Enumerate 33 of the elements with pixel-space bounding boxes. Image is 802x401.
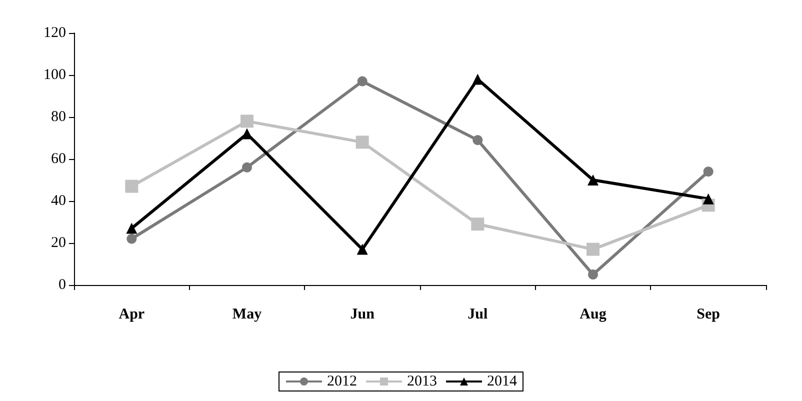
point: [588, 174, 598, 186]
x-tick-label: May: [232, 306, 262, 322]
x-tick-label: Jul: [468, 306, 488, 322]
point: [471, 218, 484, 231]
y-tick-label: 100: [44, 67, 66, 83]
point: [586, 242, 600, 256]
point: [242, 128, 252, 140]
legend-label: 2014: [487, 374, 518, 390]
y-tick-label: 80: [51, 109, 66, 125]
point: [472, 135, 483, 146]
point: [588, 270, 598, 280]
point: [356, 244, 368, 255]
y-tick-label: 40: [51, 193, 66, 209]
point: [472, 74, 484, 85]
point: [125, 180, 138, 193]
point: [240, 114, 254, 128]
point: [702, 193, 714, 204]
x-tick-label: Jun: [350, 306, 376, 322]
legend-label: 2013: [407, 374, 437, 390]
x-tick-label: Aug: [580, 306, 607, 322]
y-tick-label: 60: [51, 151, 66, 167]
y-tick-label: 0: [58, 277, 66, 293]
y-tick-label: 20: [51, 235, 66, 251]
point: [357, 76, 368, 86]
y-tick-label: 120: [44, 25, 66, 41]
x-tick-label: Sep: [696, 306, 720, 322]
point: [356, 136, 369, 149]
legend-label: 2012: [327, 374, 357, 390]
x-tick-label: Apr: [118, 306, 145, 322]
point: [126, 234, 137, 244]
point: [126, 222, 138, 234]
point: [703, 166, 714, 177]
point: [242, 162, 252, 172]
